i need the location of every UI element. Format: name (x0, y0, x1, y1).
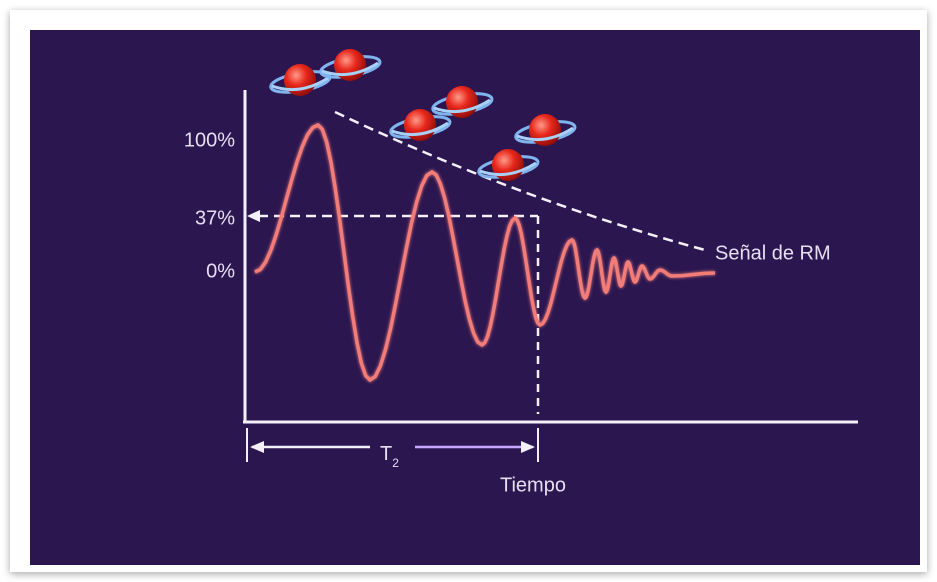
diagram: 100% 37% 0% Señal de RM T2 Tiempo (0, 0, 937, 582)
curve-label: Señal de RM (715, 242, 831, 264)
proton (492, 149, 524, 181)
proton (334, 49, 366, 81)
proton (529, 114, 561, 146)
interval-symbol: T (380, 443, 392, 465)
interval-subscript: 2 (392, 456, 399, 470)
proton (404, 109, 436, 141)
proton (284, 64, 316, 96)
level-label: 37% (195, 207, 235, 229)
x-axis-label: Tiempo (500, 474, 566, 496)
level-label: 0% (206, 260, 235, 282)
level-label: 100% (184, 129, 235, 151)
proton (446, 86, 478, 118)
